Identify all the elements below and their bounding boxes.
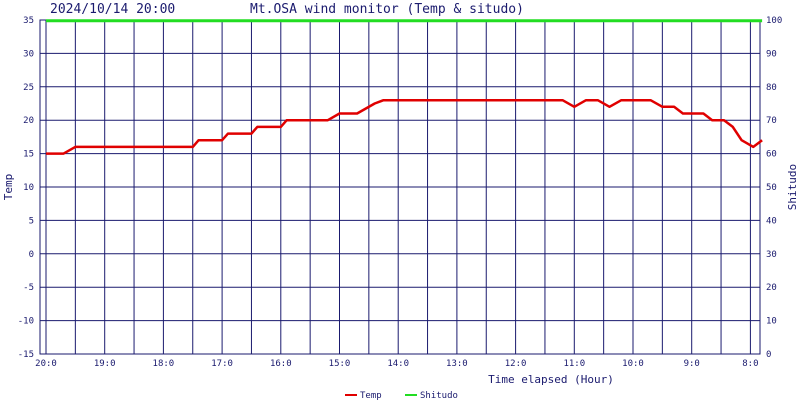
y-left-tick-label: 35 <box>23 16 34 26</box>
timestamp: 2024/10/14 20:00 <box>50 2 175 17</box>
y-left-tick-label: 25 <box>23 83 34 93</box>
y-right-tick-label: 10 <box>766 317 777 327</box>
chart-title: Mt.OSA wind monitor (Temp & situdo) <box>250 2 524 17</box>
x-tick-label: 11:0 <box>563 359 585 369</box>
x-tick-label: 17:0 <box>211 359 233 369</box>
y-right-tick-label: 90 <box>766 49 777 59</box>
x-tick-label: 19:0 <box>94 359 116 369</box>
series-line-temp <box>46 98 763 155</box>
x-tick-label: 9:0 <box>684 359 700 369</box>
x-tick-label: 14:0 <box>387 359 409 369</box>
x-axis-label: Time elapsed (Hour) <box>488 373 614 386</box>
legend-label: Temp <box>360 391 382 400</box>
x-tick-label: 18:0 <box>153 359 175 369</box>
x-tick-label: 10:0 <box>622 359 644 369</box>
y-left-tick-label: 30 <box>23 49 34 59</box>
legend-item-temp: Temp <box>345 391 382 400</box>
y-right-tick-label: 20 <box>766 283 777 293</box>
legend-item-shitudo: Shitudo <box>405 391 458 400</box>
y-right-tick-label: 30 <box>766 250 777 260</box>
y-left-tick-label: 0 <box>29 250 34 260</box>
y-left-axis-label: Temp <box>2 174 15 201</box>
x-tick-label: 8:0 <box>742 359 758 369</box>
y-right-axis-label: Shitudo <box>786 164 799 210</box>
y-left-tick-label: -15 <box>18 350 34 360</box>
y-right-tick-label: 60 <box>766 150 777 160</box>
x-tick-label: 15:0 <box>329 359 351 369</box>
y-left-tick-label: 5 <box>29 216 34 226</box>
x-tick-label: 13:0 <box>446 359 468 369</box>
y-left-tick-label: 10 <box>23 183 34 193</box>
y-right-tick-label: 100 <box>766 16 782 26</box>
y-right-tick-label: 50 <box>766 183 777 193</box>
legend: Temp Shitudo <box>345 391 458 400</box>
x-tick-label: 12:0 <box>505 359 527 369</box>
y-right-tick-label: 0 <box>766 350 771 360</box>
y-left-tick-label: -5 <box>23 283 34 293</box>
x-tick-label: 16:0 <box>270 359 292 369</box>
y-right-tick-label: 70 <box>766 116 777 126</box>
y-right-tick-label: 40 <box>766 216 777 226</box>
y-left-tick-label: -10 <box>18 317 34 327</box>
legend-label: Shitudo <box>420 391 458 400</box>
x-tick-label: 20:0 <box>35 359 57 369</box>
y-left-tick-label: 15 <box>23 150 34 160</box>
series-layer <box>46 19 763 155</box>
y-left-tick-label: 20 <box>23 116 34 126</box>
y-right-tick-label: 80 <box>766 83 777 93</box>
